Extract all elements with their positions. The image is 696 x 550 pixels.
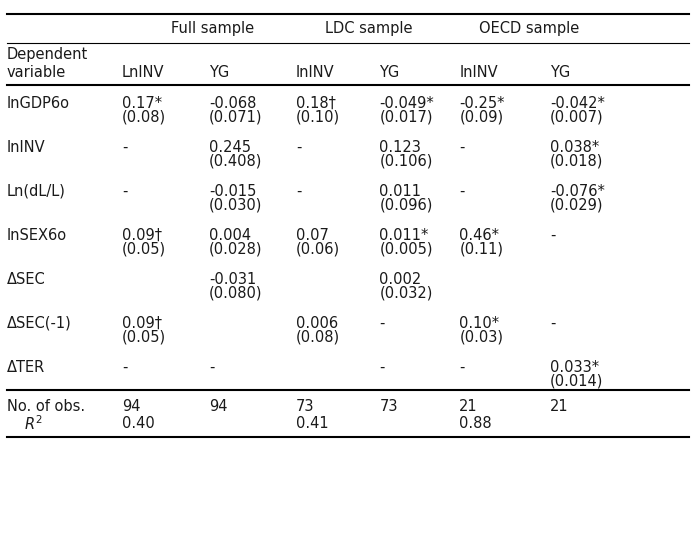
Text: 0.40: 0.40 — [122, 416, 155, 431]
Text: -0.015: -0.015 — [209, 184, 256, 199]
Text: (0.096): (0.096) — [379, 197, 433, 212]
Text: 0.41: 0.41 — [296, 416, 329, 431]
Text: 94: 94 — [122, 399, 141, 415]
Text: (0.014): (0.014) — [550, 373, 603, 388]
Text: (0.408): (0.408) — [209, 153, 262, 168]
Text: LnINV: LnINV — [122, 65, 164, 80]
Text: -0.049*: -0.049* — [379, 96, 434, 111]
Text: LDC sample: LDC sample — [325, 21, 413, 36]
Text: Full sample: Full sample — [171, 21, 254, 36]
Text: ΔTER: ΔTER — [7, 360, 45, 375]
Text: -0.042*: -0.042* — [550, 96, 605, 111]
Text: (0.018): (0.018) — [550, 153, 603, 168]
Text: (0.007): (0.007) — [550, 109, 603, 124]
Text: (0.028): (0.028) — [209, 241, 262, 256]
Text: 94: 94 — [209, 399, 228, 415]
Text: -: - — [296, 184, 301, 199]
Text: 73: 73 — [379, 399, 398, 415]
Text: -: - — [379, 360, 385, 375]
Text: ΔSEC: ΔSEC — [7, 272, 46, 287]
Text: lnGDP6o: lnGDP6o — [7, 96, 70, 111]
Text: ΔSEC(-1): ΔSEC(-1) — [7, 316, 72, 331]
Text: (0.11): (0.11) — [459, 241, 503, 256]
Text: -: - — [379, 316, 385, 331]
Text: (0.030): (0.030) — [209, 197, 262, 212]
Text: -: - — [459, 360, 465, 375]
Text: (0.05): (0.05) — [122, 241, 166, 256]
Text: (0.005): (0.005) — [379, 241, 433, 256]
Text: 0.10*: 0.10* — [459, 316, 500, 331]
Text: -0.068: -0.068 — [209, 96, 256, 111]
Text: 0.033*: 0.033* — [550, 360, 599, 375]
Text: 0.011*: 0.011* — [379, 228, 429, 243]
Text: -: - — [122, 140, 127, 155]
Text: YG: YG — [379, 65, 400, 80]
Text: 0.09†: 0.09† — [122, 316, 161, 331]
Text: 0.46*: 0.46* — [459, 228, 499, 243]
Text: YG: YG — [550, 65, 570, 80]
Text: (0.017): (0.017) — [379, 109, 433, 124]
Text: -: - — [209, 360, 214, 375]
Text: (0.09): (0.09) — [459, 109, 503, 124]
Text: 0.002: 0.002 — [379, 272, 422, 287]
Text: -0.076*: -0.076* — [550, 184, 605, 199]
Text: 0.18†: 0.18† — [296, 96, 335, 111]
Text: lnINV: lnINV — [7, 140, 45, 155]
Text: -: - — [550, 228, 555, 243]
Text: variable: variable — [7, 65, 66, 80]
Text: -: - — [550, 316, 555, 331]
Text: 0.245: 0.245 — [209, 140, 251, 155]
Text: (0.08): (0.08) — [122, 109, 166, 124]
Text: 0.88: 0.88 — [459, 416, 492, 431]
Text: YG: YG — [209, 65, 229, 80]
Text: -: - — [296, 140, 301, 155]
Text: 21: 21 — [459, 399, 478, 415]
Text: -: - — [459, 140, 465, 155]
Text: 0.17*: 0.17* — [122, 96, 162, 111]
Text: (0.08): (0.08) — [296, 329, 340, 344]
Text: 21: 21 — [550, 399, 569, 415]
Text: (0.03): (0.03) — [459, 329, 503, 344]
Text: No. of obs.: No. of obs. — [7, 399, 85, 415]
Text: OECD sample: OECD sample — [479, 21, 579, 36]
Text: Dependent: Dependent — [7, 47, 88, 63]
Text: 0.09†: 0.09† — [122, 228, 161, 243]
Text: 0.07: 0.07 — [296, 228, 329, 243]
Text: lnSEX6o: lnSEX6o — [7, 228, 67, 243]
Text: (0.10): (0.10) — [296, 109, 340, 124]
Text: -0.25*: -0.25* — [459, 96, 505, 111]
Text: (0.080): (0.080) — [209, 285, 262, 300]
Text: -: - — [122, 360, 127, 375]
Text: 0.038*: 0.038* — [550, 140, 599, 155]
Text: lnINV: lnINV — [296, 65, 334, 80]
Text: (0.032): (0.032) — [379, 285, 433, 300]
Text: -: - — [122, 184, 127, 199]
Text: 73: 73 — [296, 399, 315, 415]
Text: lnINV: lnINV — [459, 65, 498, 80]
Text: (0.071): (0.071) — [209, 109, 262, 124]
Text: (0.06): (0.06) — [296, 241, 340, 256]
Text: 0.004: 0.004 — [209, 228, 251, 243]
Text: 0.011: 0.011 — [379, 184, 421, 199]
Text: Ln(dL/L): Ln(dL/L) — [7, 184, 66, 199]
Text: -0.031: -0.031 — [209, 272, 256, 287]
Text: (0.106): (0.106) — [379, 153, 433, 168]
Text: $R^2$: $R^2$ — [24, 414, 43, 433]
Text: (0.05): (0.05) — [122, 329, 166, 344]
Text: (0.029): (0.029) — [550, 197, 603, 212]
Text: 0.123: 0.123 — [379, 140, 421, 155]
Text: -: - — [459, 184, 465, 199]
Text: 0.006: 0.006 — [296, 316, 338, 331]
